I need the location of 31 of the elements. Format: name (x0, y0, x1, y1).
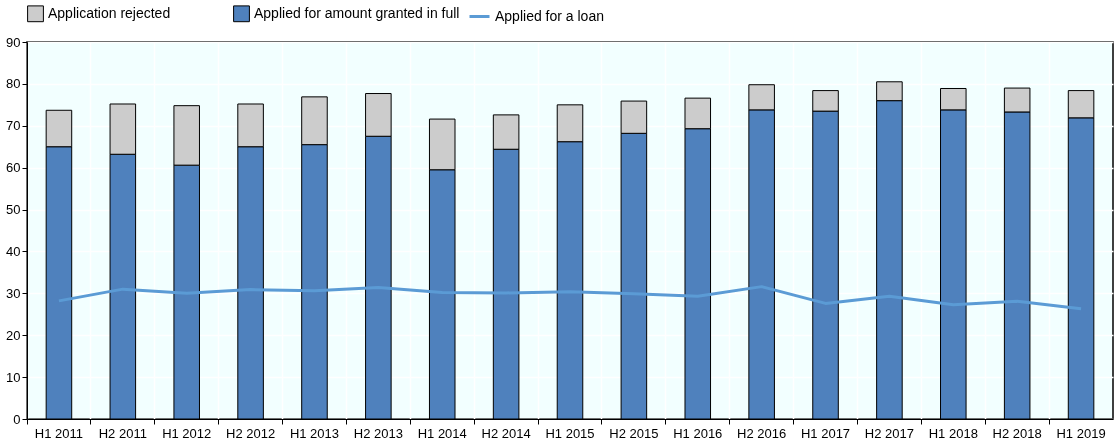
y-tick-label: 0 (13, 411, 21, 427)
x-tick-label: H2 2018 (992, 425, 1042, 441)
x-tick-label: H2 2014 (481, 425, 531, 441)
legend-label: Applied for a loan (495, 7, 604, 24)
x-tick-label: H1 2014 (417, 425, 467, 441)
y-tick-label: 60 (6, 160, 21, 176)
x-tick-label: H1 2015 (545, 425, 595, 441)
legend-label: Application rejected (48, 4, 171, 21)
legend-label: Applied for amount granted in full (254, 4, 460, 21)
x-tick-label: H2 2016 (737, 425, 787, 441)
x-tick-label: H1 2013 (289, 425, 340, 441)
x-tick-label: H1 2017 (800, 425, 851, 441)
y-tick-label: 70 (6, 118, 21, 134)
x-tick-label: H1 2012 (162, 425, 212, 441)
y-tick-label: 80 (6, 76, 21, 92)
y-tick-label: 10 (6, 369, 21, 385)
y-tick-label: 90 (6, 34, 21, 50)
x-tick-label: H1 2019 (1056, 425, 1106, 441)
x-tick-label: H1 2018 (928, 425, 978, 441)
x-tick-label: H2 2015 (609, 425, 659, 441)
y-tick-label: 30 (6, 285, 21, 301)
x-tick-label: H1 2011 (34, 425, 84, 441)
x-tick-label: H2 2017 (864, 425, 914, 441)
y-tick-label: 50 (6, 202, 21, 218)
x-tick-label: H1 2016 (673, 425, 723, 441)
x-tick-label: H2 2011 (98, 425, 147, 441)
x-tick-label: H2 2012 (226, 425, 276, 441)
line-series (57, 285, 1083, 311)
x-tick-label: H2 2013 (353, 425, 403, 441)
y-tick-label: 40 (6, 243, 21, 259)
y-tick-label: 20 (6, 327, 21, 343)
